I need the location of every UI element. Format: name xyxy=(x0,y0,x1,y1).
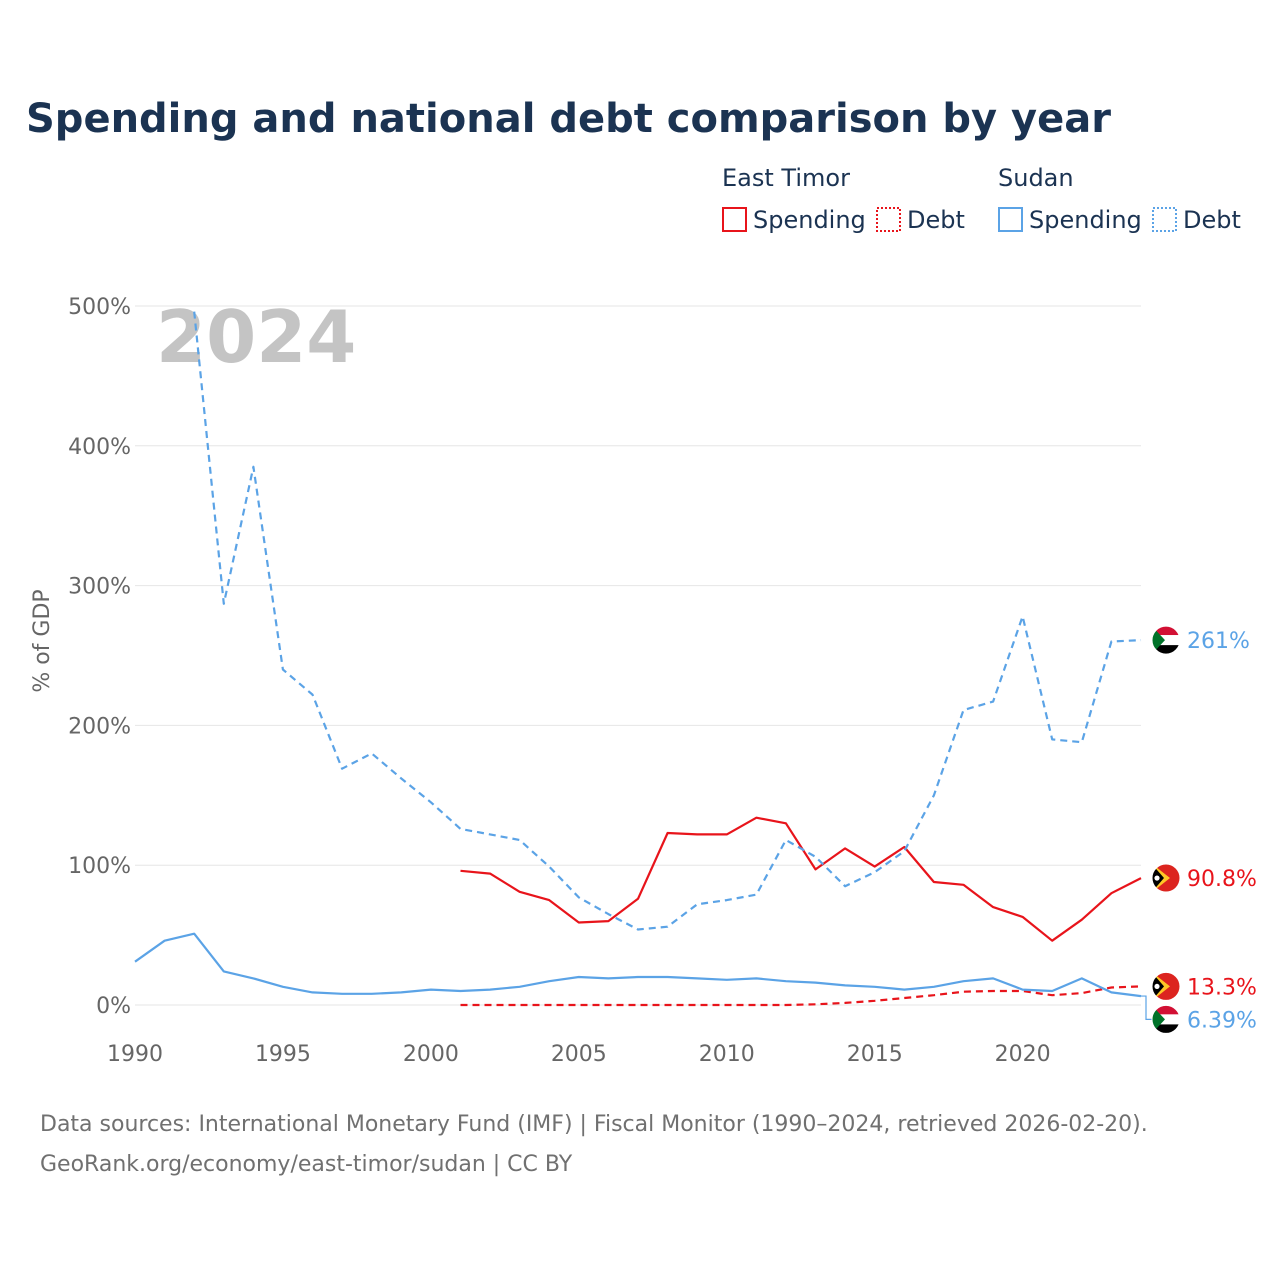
end-label-sudan-spending: 6.39% xyxy=(1187,1008,1257,1033)
gridlines xyxy=(135,305,1141,1006)
end-marker-sudan-debt: 261% xyxy=(1151,625,1250,655)
y-tick-label-100: 100% xyxy=(68,854,131,879)
end-label-east-timor-debt: 13.3% xyxy=(1187,975,1257,1000)
legend-label-sudan-spending[interactable]: Spending xyxy=(1029,206,1142,234)
chart-title: Spending and national debt comparison by… xyxy=(26,96,1111,142)
legend-label-sudan-debt[interactable]: Debt xyxy=(1183,206,1241,234)
y-axis-label: % of GDP xyxy=(30,589,55,692)
x-tick-label-1990: 1990 xyxy=(107,1042,163,1067)
x-tick-label-2020: 2020 xyxy=(995,1042,1051,1067)
footer-attribution[interactable]: GeoRank.org/economy/east-timor/sudan | C… xyxy=(40,1152,573,1177)
end-marker-east-timor-debt: 13.3% xyxy=(1151,971,1257,1001)
end-label-sudan-debt: 261% xyxy=(1187,629,1250,654)
east-timor-flag-icon xyxy=(1152,972,1180,1001)
series-line-sudan-debt[interactable] xyxy=(193,311,1142,931)
legend-swatch-east-timor-debt[interactable] xyxy=(876,207,901,232)
end-label-east-timor-spending: 90.8% xyxy=(1187,867,1257,892)
legend-swatch-east-timor-spending[interactable] xyxy=(722,207,747,232)
legend-swatch-sudan-debt[interactable] xyxy=(1152,207,1177,232)
legend-swatch-sudan-spending[interactable] xyxy=(998,207,1023,232)
sudan-flag-icon xyxy=(1152,1005,1180,1034)
series-line-east-timor-debt[interactable] xyxy=(460,985,1142,1007)
legend-country-sudan: Sudan xyxy=(998,164,1074,192)
y-tick-label-200: 200% xyxy=(68,714,131,739)
legend: East Timor Spending Debt Sudan Spending … xyxy=(722,164,1241,234)
y-tick-label-0: 0% xyxy=(96,994,131,1019)
end-marker-sudan-spending: 6.39% xyxy=(1141,995,1257,1034)
y-tick-label-400: 400% xyxy=(68,435,131,460)
x-axis-ticks: 1990 1995 2000 2005 2010 2015 2020 xyxy=(107,1042,1051,1067)
year-watermark: 2024 xyxy=(156,295,356,379)
x-tick-label-2005: 2005 xyxy=(551,1042,607,1067)
x-tick-label-2000: 2000 xyxy=(403,1042,459,1067)
x-tick-label-2015: 2015 xyxy=(847,1042,903,1067)
legend-label-east-timor-spending[interactable]: Spending xyxy=(753,206,866,234)
footer-sources: Data sources: International Monetary Fun… xyxy=(40,1112,1148,1137)
east-timor-flag-icon xyxy=(1152,864,1180,893)
x-tick-label-1995: 1995 xyxy=(255,1042,311,1067)
y-axis-ticks: 0% 100% 200% 300% 400% 500% xyxy=(68,295,131,1019)
series-line-east-timor-spending[interactable] xyxy=(460,816,1142,942)
end-connector-sudan-spending xyxy=(1141,995,1152,1021)
series-line-sudan-spending[interactable] xyxy=(134,932,1142,998)
series-lines xyxy=(134,311,1142,1007)
legend-label-east-timor-debt[interactable]: Debt xyxy=(907,206,965,234)
y-tick-label-500: 500% xyxy=(68,295,131,320)
legend-country-east-timor: East Timor xyxy=(722,164,850,192)
end-marker-east-timor-spending: 90.8% xyxy=(1151,863,1257,893)
x-tick-label-2010: 2010 xyxy=(699,1042,755,1067)
end-markers: 261% 90.8% 13.3% 6.39% xyxy=(1141,625,1257,1034)
sudan-flag-icon xyxy=(1152,626,1180,655)
y-tick-label-300: 300% xyxy=(68,575,131,600)
